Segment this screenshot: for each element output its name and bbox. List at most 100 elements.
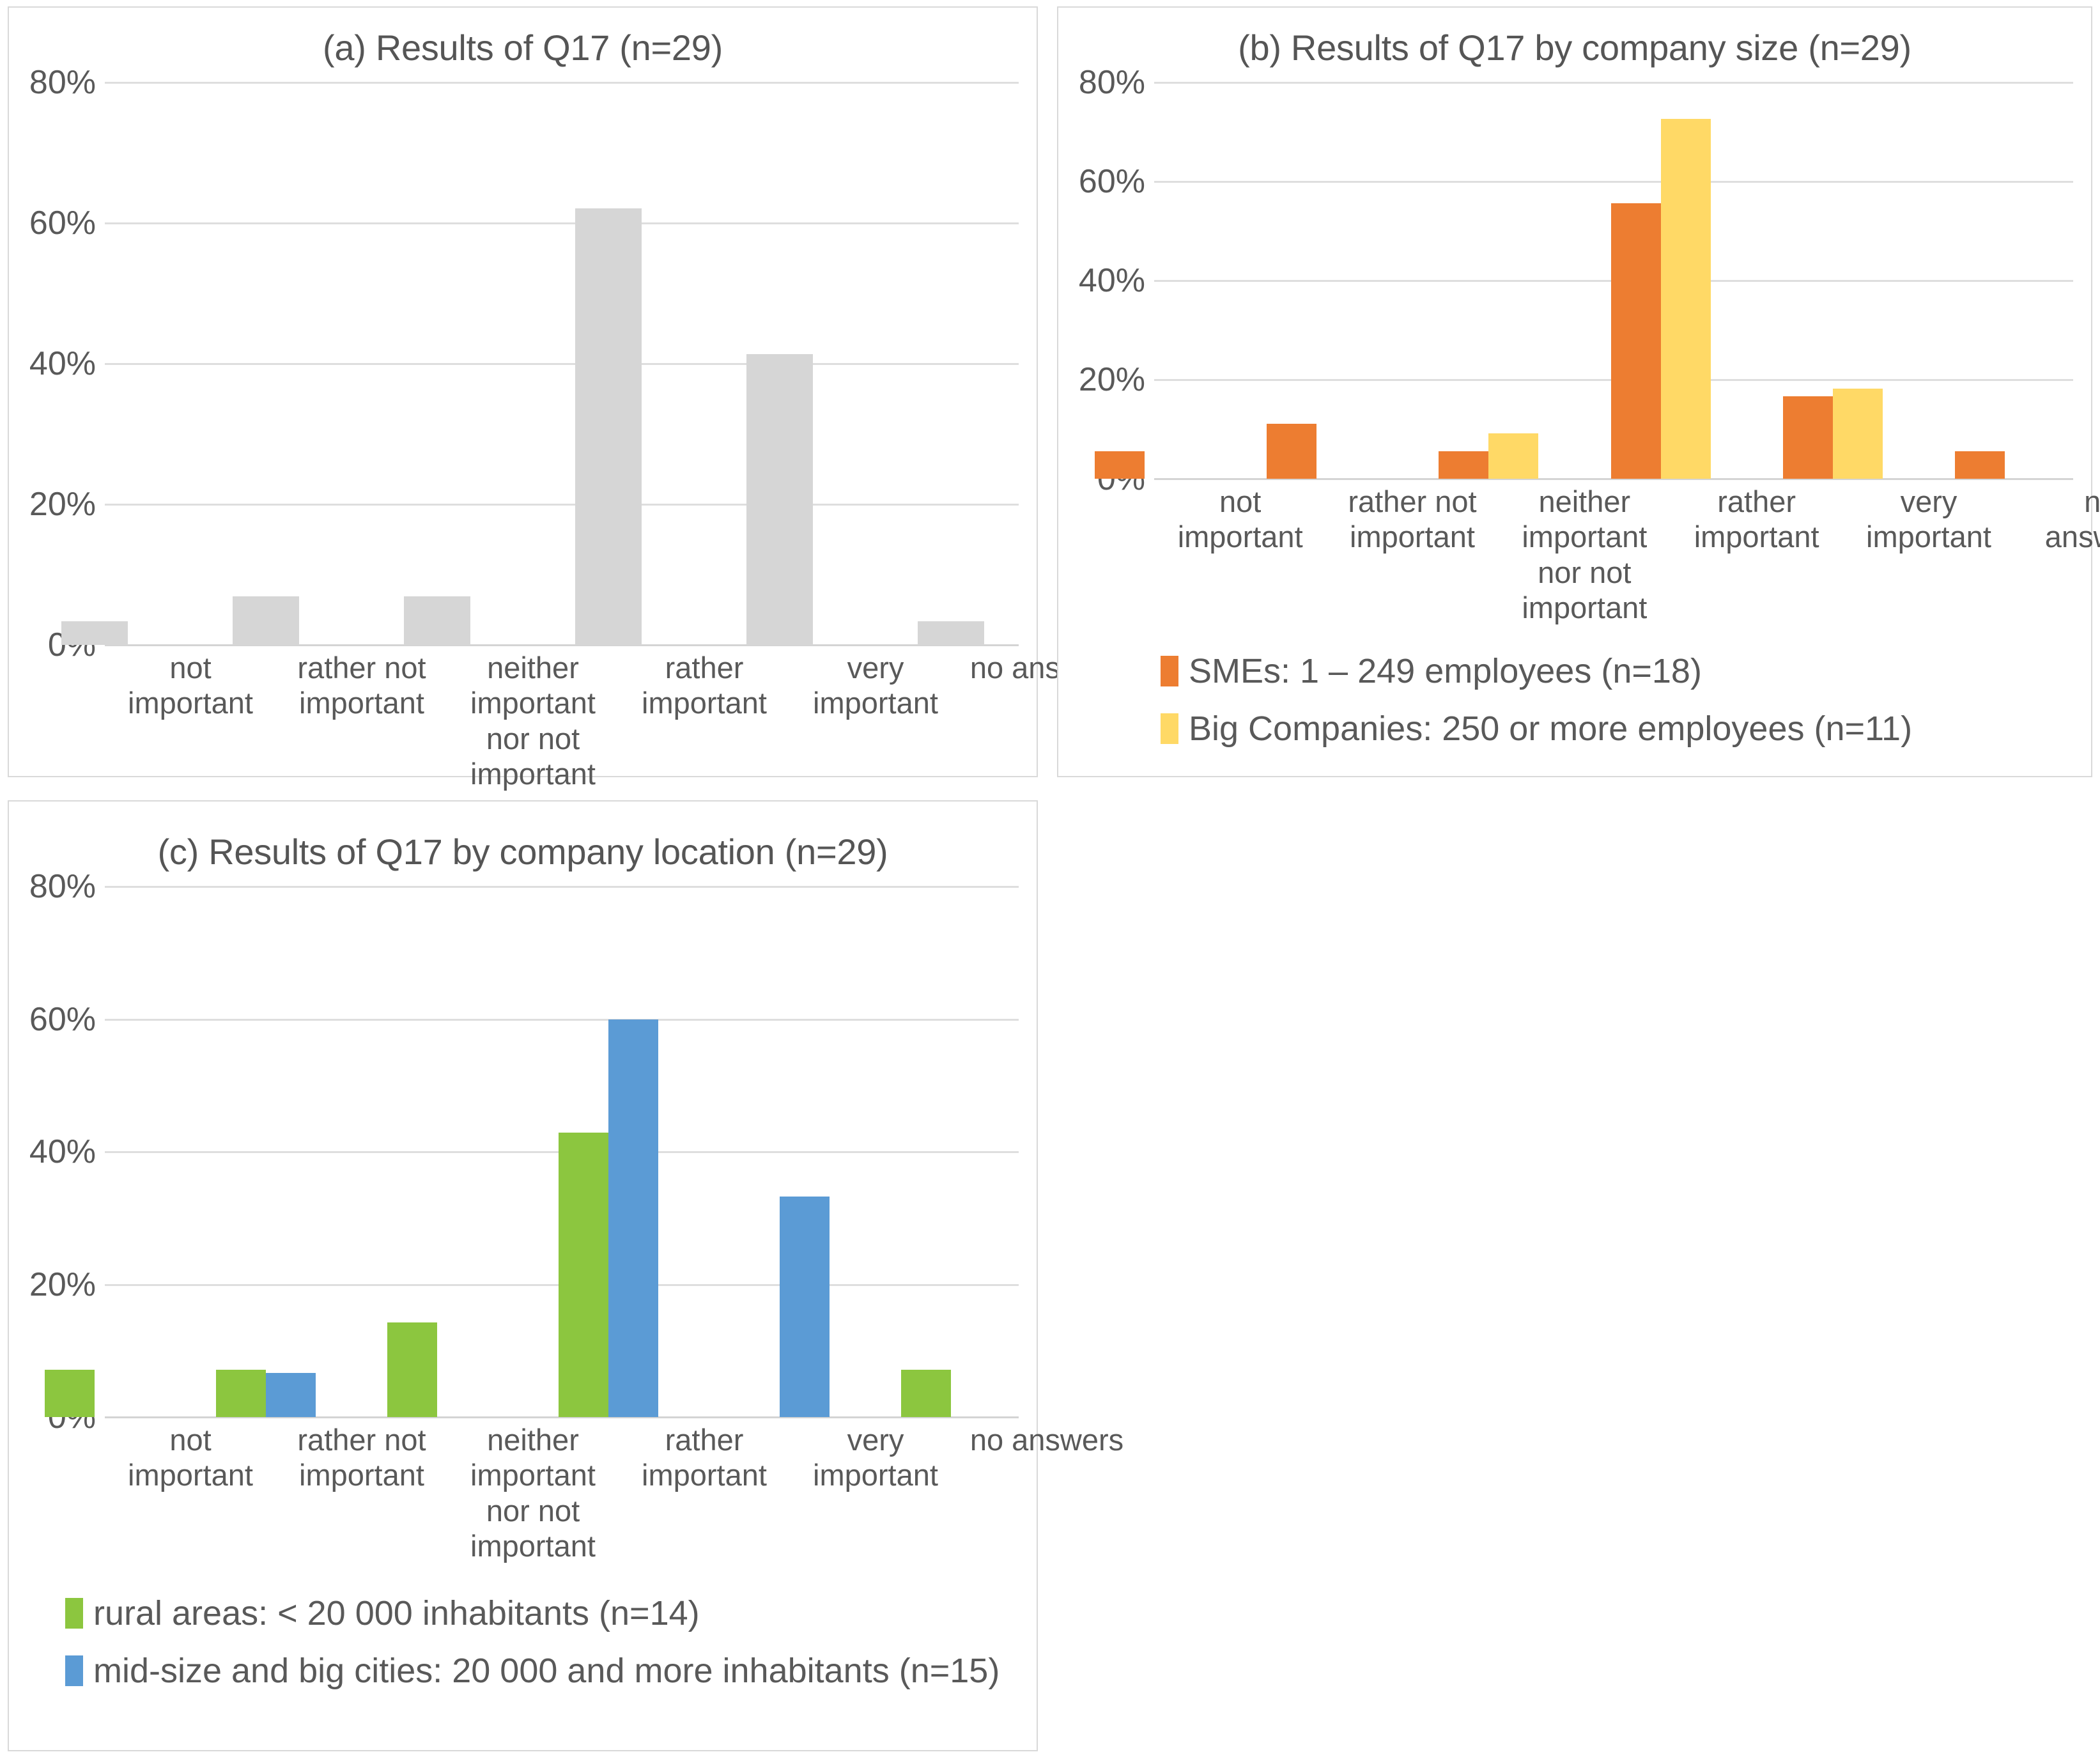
bar-group bbox=[1058, 82, 1230, 479]
chart-c-x-axis-labels: not important rather not important neither im… bbox=[105, 1422, 1132, 1564]
bar-group bbox=[694, 82, 865, 645]
x-axis-label-line: important bbox=[1522, 520, 1648, 554]
chart-a-y-axis: 0% 20% 40% 60% 80% bbox=[9, 64, 105, 663]
bar bbox=[1488, 433, 1539, 479]
x-axis-label-line: important bbox=[299, 1458, 424, 1492]
x-axis-label-line: important bbox=[1522, 591, 1648, 625]
x-axis-label-line: rather bbox=[665, 651, 744, 685]
x-axis-label-line: neither bbox=[487, 651, 579, 685]
chart-b-x-axis-labels: not important rather not important neither im… bbox=[1154, 484, 2100, 626]
x-axis-label-line: not bbox=[1219, 484, 1262, 518]
x-axis-label-line: rather not bbox=[297, 1423, 426, 1457]
chart-c-bars bbox=[9, 887, 1037, 1417]
bar-group bbox=[180, 82, 351, 645]
legend-item[interactable]: mid-size and big cities: 20 000 and more… bbox=[65, 1654, 1093, 1688]
chart-b-plot-wrapper: 0% 20% 40% 60% 80% not important rather not imp… bbox=[1058, 64, 2100, 746]
x-axis-label-line: important bbox=[813, 1458, 938, 1492]
x-axis-category-label: rather not important bbox=[276, 650, 447, 792]
chart-b-bars bbox=[1058, 82, 2091, 479]
x-axis-label-line: rather not bbox=[297, 651, 426, 685]
chart-c-title: (c) Results of Q17 by company location (… bbox=[157, 832, 888, 872]
gridline-0 bbox=[105, 1416, 1019, 1418]
x-axis-label-line: rather not bbox=[1348, 484, 1477, 518]
x-axis-category-label: not important bbox=[1154, 484, 1326, 626]
x-axis-label-line: important bbox=[1350, 520, 1475, 554]
chart-c-plot-area: 0% 20% 40% 60% 80% bbox=[9, 868, 1037, 1436]
x-axis-label-line: important bbox=[642, 1458, 767, 1492]
bar bbox=[746, 353, 813, 645]
y-tick-label: 40% bbox=[1078, 262, 1145, 299]
bar-group bbox=[1230, 82, 1402, 479]
x-axis-category-label: neither important nor not important bbox=[447, 1422, 619, 1564]
chart-c-plot-wrapper: 0% 20% 40% 60% 80% not important rather not imp… bbox=[9, 868, 1123, 1688]
bar bbox=[1782, 396, 1833, 479]
x-axis-label-line: important bbox=[813, 686, 938, 720]
x-axis-label-line: important bbox=[1866, 520, 1991, 554]
legend-label: Big Companies: 250 or more employees (n=… bbox=[1189, 709, 1913, 748]
x-axis-label-line: neither bbox=[1538, 484, 1631, 518]
legend-swatch-icon bbox=[65, 1597, 83, 1629]
legend-item[interactable]: Big Companies: 250 or more employees (n=… bbox=[1161, 711, 2100, 746]
chart-b-plot-area: 0% 20% 40% 60% 80% bbox=[1058, 64, 2091, 497]
bar bbox=[1266, 423, 1316, 479]
x-axis-label-line: important bbox=[128, 1458, 253, 1492]
legend-item[interactable]: SMEs: 1 – 249 employees (n=18) bbox=[1161, 654, 2100, 688]
x-axis-label-line: important bbox=[1694, 520, 1819, 554]
bar bbox=[575, 208, 642, 645]
x-axis-label-line: not bbox=[169, 1423, 212, 1457]
bar bbox=[45, 1370, 95, 1417]
chart-c-legend: rural areas: < 20 000 inhabitants (n=14)… bbox=[65, 1596, 1093, 1688]
x-axis-category-label: very important bbox=[1842, 484, 2014, 626]
chart-a-title: (a) Results of Q17 (n=29) bbox=[323, 27, 723, 68]
x-axis-label-line: important bbox=[299, 686, 424, 720]
x-axis-category-label: no answers bbox=[961, 1422, 1132, 1564]
bar bbox=[404, 596, 470, 645]
x-axis-label-line: important bbox=[470, 757, 596, 791]
bar-group bbox=[9, 887, 180, 1417]
y-tick-label: 60% bbox=[1078, 163, 1145, 200]
x-axis-label-line: no answers bbox=[969, 1423, 1124, 1457]
legend-swatch-icon bbox=[1161, 655, 1178, 686]
gridline-60 bbox=[105, 222, 1019, 224]
gridline-0 bbox=[1154, 478, 2073, 480]
gridline-80 bbox=[105, 82, 1019, 84]
bar-group bbox=[865, 887, 1037, 1417]
bar-group bbox=[1575, 82, 1747, 479]
chart-a-x-axis-labels: not important rather not important neither im… bbox=[105, 650, 1132, 792]
bar-group bbox=[523, 887, 694, 1417]
bar-group bbox=[694, 887, 865, 1417]
gridline-60 bbox=[105, 1018, 1019, 1021]
y-tick-label: 20% bbox=[1078, 361, 1145, 398]
gridline-60 bbox=[1154, 181, 2073, 183]
chart-b-title: (b) Results of Q17 by company size (n=29… bbox=[1238, 27, 1911, 68]
x-axis-label-line: very bbox=[847, 1423, 904, 1457]
x-axis-category-label: rather not important bbox=[1326, 484, 1498, 626]
chart-a-plot-wrapper: 0% 20% 40% 60% 80% not important rather not imp… bbox=[9, 64, 1123, 791]
x-axis-label-line: rather bbox=[665, 1423, 744, 1457]
bar bbox=[901, 1370, 951, 1417]
chart-panel-c: (c) Results of Q17 by company location (… bbox=[8, 800, 1123, 1751]
x-axis-category-label: neither important nor not important bbox=[447, 650, 619, 792]
x-axis-category-label: rather important bbox=[1671, 484, 1842, 626]
gridline-40 bbox=[105, 363, 1019, 365]
bar bbox=[387, 1322, 437, 1417]
x-axis-label-line: important bbox=[128, 686, 253, 720]
chart-panel-b: (b) Results of Q17 by company size (n=29… bbox=[1057, 6, 2100, 777]
bar bbox=[61, 621, 128, 645]
chart-a-plot-area: 0% 20% 40% 60% 80% bbox=[9, 64, 1037, 663]
y-tick-label: 40% bbox=[29, 1133, 96, 1170]
x-axis-category-label: not important bbox=[105, 650, 276, 792]
bar-group bbox=[1919, 82, 2091, 479]
bar bbox=[780, 1196, 830, 1417]
x-axis-category-label: very important bbox=[790, 650, 961, 792]
x-axis-label-line: answers bbox=[2044, 520, 2100, 554]
y-tick-label: 60% bbox=[29, 1000, 96, 1038]
bar bbox=[233, 596, 299, 645]
bar-group bbox=[9, 82, 180, 645]
bar-group bbox=[865, 82, 1037, 645]
bar-group bbox=[523, 82, 694, 645]
legend-swatch-icon bbox=[1161, 713, 1178, 744]
bar bbox=[559, 1132, 608, 1417]
legend-item[interactable]: rural areas: < 20 000 inhabitants (n=14) bbox=[65, 1596, 1093, 1631]
x-axis-label-line: rather bbox=[1717, 484, 1796, 518]
